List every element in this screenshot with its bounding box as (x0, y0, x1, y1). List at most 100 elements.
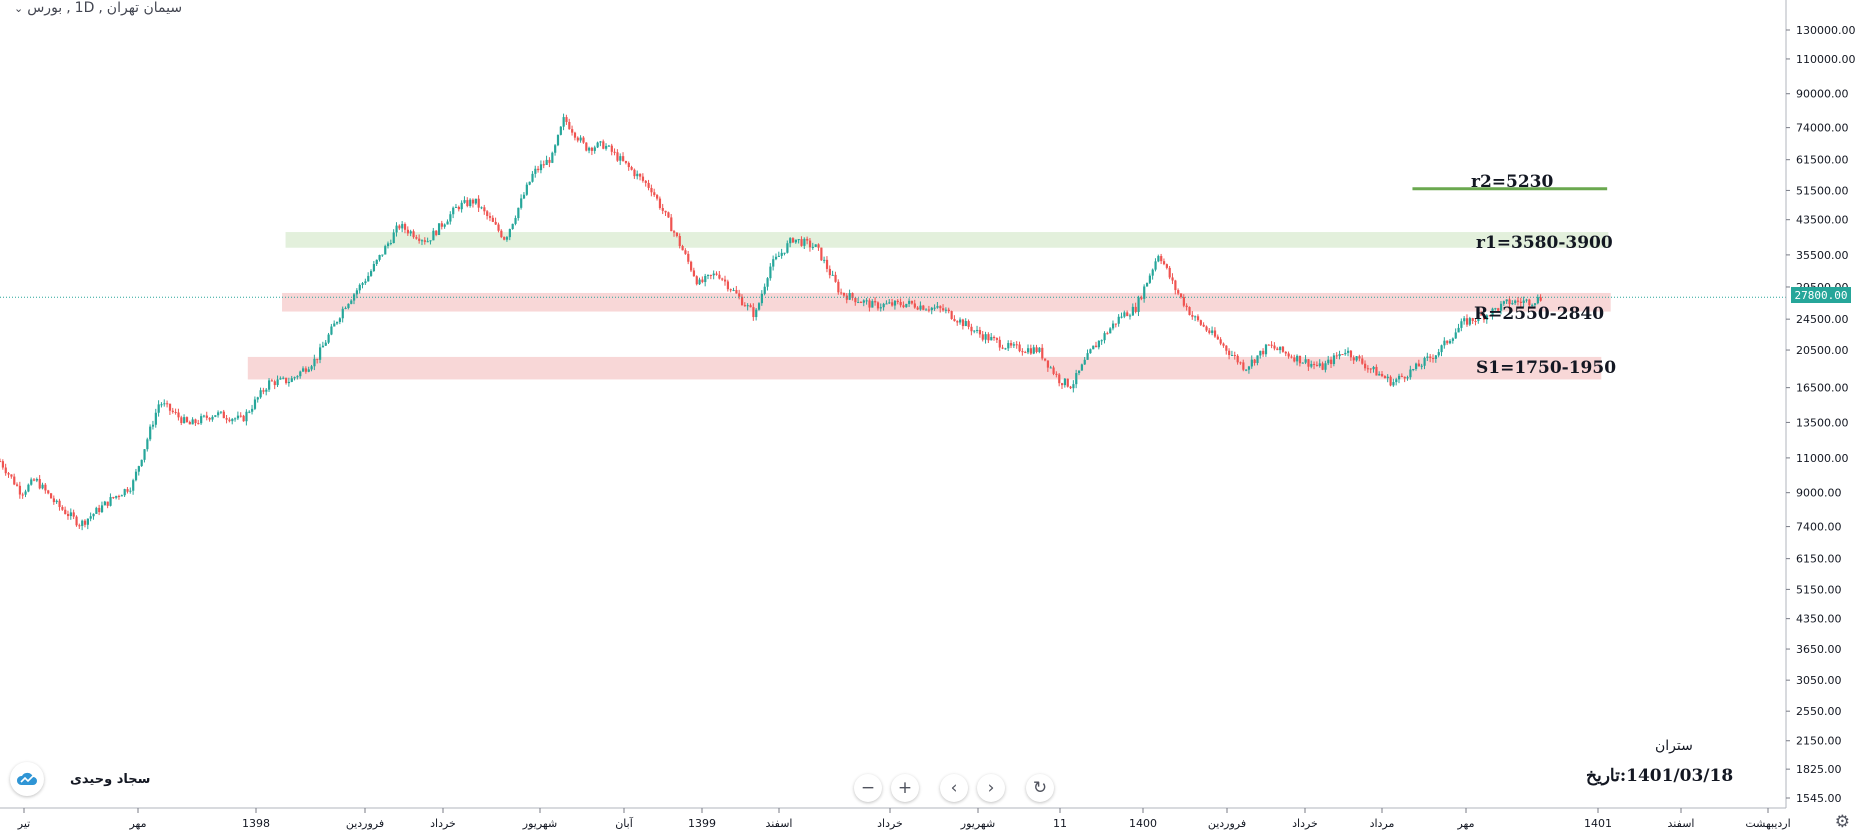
candle (1137, 295, 1140, 317)
candle (89, 512, 92, 522)
candle (712, 270, 715, 280)
candle (435, 229, 438, 237)
candle (372, 261, 376, 272)
candle (72, 509, 75, 520)
candle (537, 165, 540, 173)
candle (1409, 365, 1412, 380)
candle (582, 136, 585, 144)
candle (81, 519, 84, 531)
candle (361, 282, 364, 289)
candle (333, 320, 336, 327)
candle (684, 248, 687, 255)
candle (1211, 326, 1214, 336)
scroll-left-button[interactable]: ‹ (940, 774, 968, 802)
candle (639, 173, 642, 181)
candle (92, 513, 95, 520)
gear-icon[interactable]: ⚙ (1834, 812, 1850, 832)
candle (1431, 354, 1435, 363)
y-tick-label: 1545.00 (1796, 792, 1842, 805)
candle (1514, 299, 1517, 305)
candle (418, 234, 421, 244)
candle (1222, 342, 1225, 348)
candle (755, 308, 758, 321)
candle (840, 288, 843, 295)
y-tick-label: 90000.00 (1796, 88, 1849, 101)
candle (885, 300, 888, 305)
candle (579, 135, 582, 143)
candle (1219, 337, 1222, 346)
candle (678, 233, 681, 249)
y-tick-label: 43500.00 (1796, 214, 1849, 227)
candle (251, 404, 254, 415)
candle (1369, 368, 1372, 374)
candle (1446, 340, 1449, 346)
candle (222, 409, 225, 419)
candle (440, 220, 443, 230)
candle (477, 195, 480, 212)
candle (1253, 358, 1256, 366)
candle (1364, 360, 1367, 371)
candle (426, 237, 429, 243)
candle (1015, 341, 1018, 349)
candle (763, 283, 766, 296)
scroll-right-button[interactable]: › (977, 774, 1005, 802)
candle (4, 463, 7, 476)
candle (437, 223, 441, 236)
candle (783, 252, 786, 256)
candle (769, 263, 772, 281)
candle (239, 412, 242, 418)
candle (234, 417, 237, 422)
zoom-out-button[interactable]: − (854, 774, 882, 802)
candle (1440, 344, 1443, 357)
candle (690, 260, 693, 273)
candle (1392, 378, 1395, 387)
zoom-in-button[interactable]: + (891, 774, 919, 802)
candle (789, 237, 792, 248)
reset-chart-button[interactable]: ↻ (1026, 774, 1054, 802)
candle (214, 415, 217, 418)
candle (180, 415, 183, 426)
candle (126, 487, 129, 494)
candle (1349, 349, 1353, 361)
candle (285, 377, 288, 385)
candle (695, 275, 698, 286)
candle (364, 278, 367, 285)
candle (528, 181, 531, 186)
chart-title[interactable]: سیمان تهران , 1D , بورس ⌄ (14, 0, 183, 16)
candle (1335, 352, 1338, 360)
candle (970, 323, 973, 336)
candle (1066, 378, 1069, 388)
x-tick-label: 1398 (242, 817, 270, 830)
candle (106, 501, 109, 509)
candle (1106, 331, 1109, 335)
candle (562, 113, 565, 131)
candle (120, 494, 123, 497)
candle (910, 300, 914, 305)
candle (299, 370, 302, 379)
candle (1347, 347, 1350, 357)
candle (140, 459, 143, 467)
candle (321, 341, 325, 348)
candle (406, 226, 410, 236)
y-tick-label: 1825.00 (1796, 763, 1842, 776)
candle (132, 478, 135, 495)
y-tick-label: 11000.00 (1796, 452, 1849, 465)
candle (1400, 373, 1404, 378)
candle (279, 376, 282, 380)
candle (857, 298, 860, 304)
candle (967, 319, 970, 330)
chevron-down-icon[interactable]: ⌄ (14, 1, 24, 15)
candle (341, 306, 344, 323)
candle (185, 416, 189, 423)
candle (1202, 322, 1205, 328)
candle (865, 297, 868, 305)
candle (1140, 295, 1143, 301)
candle (1378, 371, 1381, 376)
candle (202, 414, 206, 418)
candle (899, 298, 902, 308)
candle (981, 330, 984, 342)
last-price-label: 27800.00 (1791, 287, 1851, 303)
candle (1270, 341, 1273, 349)
candle (1157, 254, 1160, 263)
